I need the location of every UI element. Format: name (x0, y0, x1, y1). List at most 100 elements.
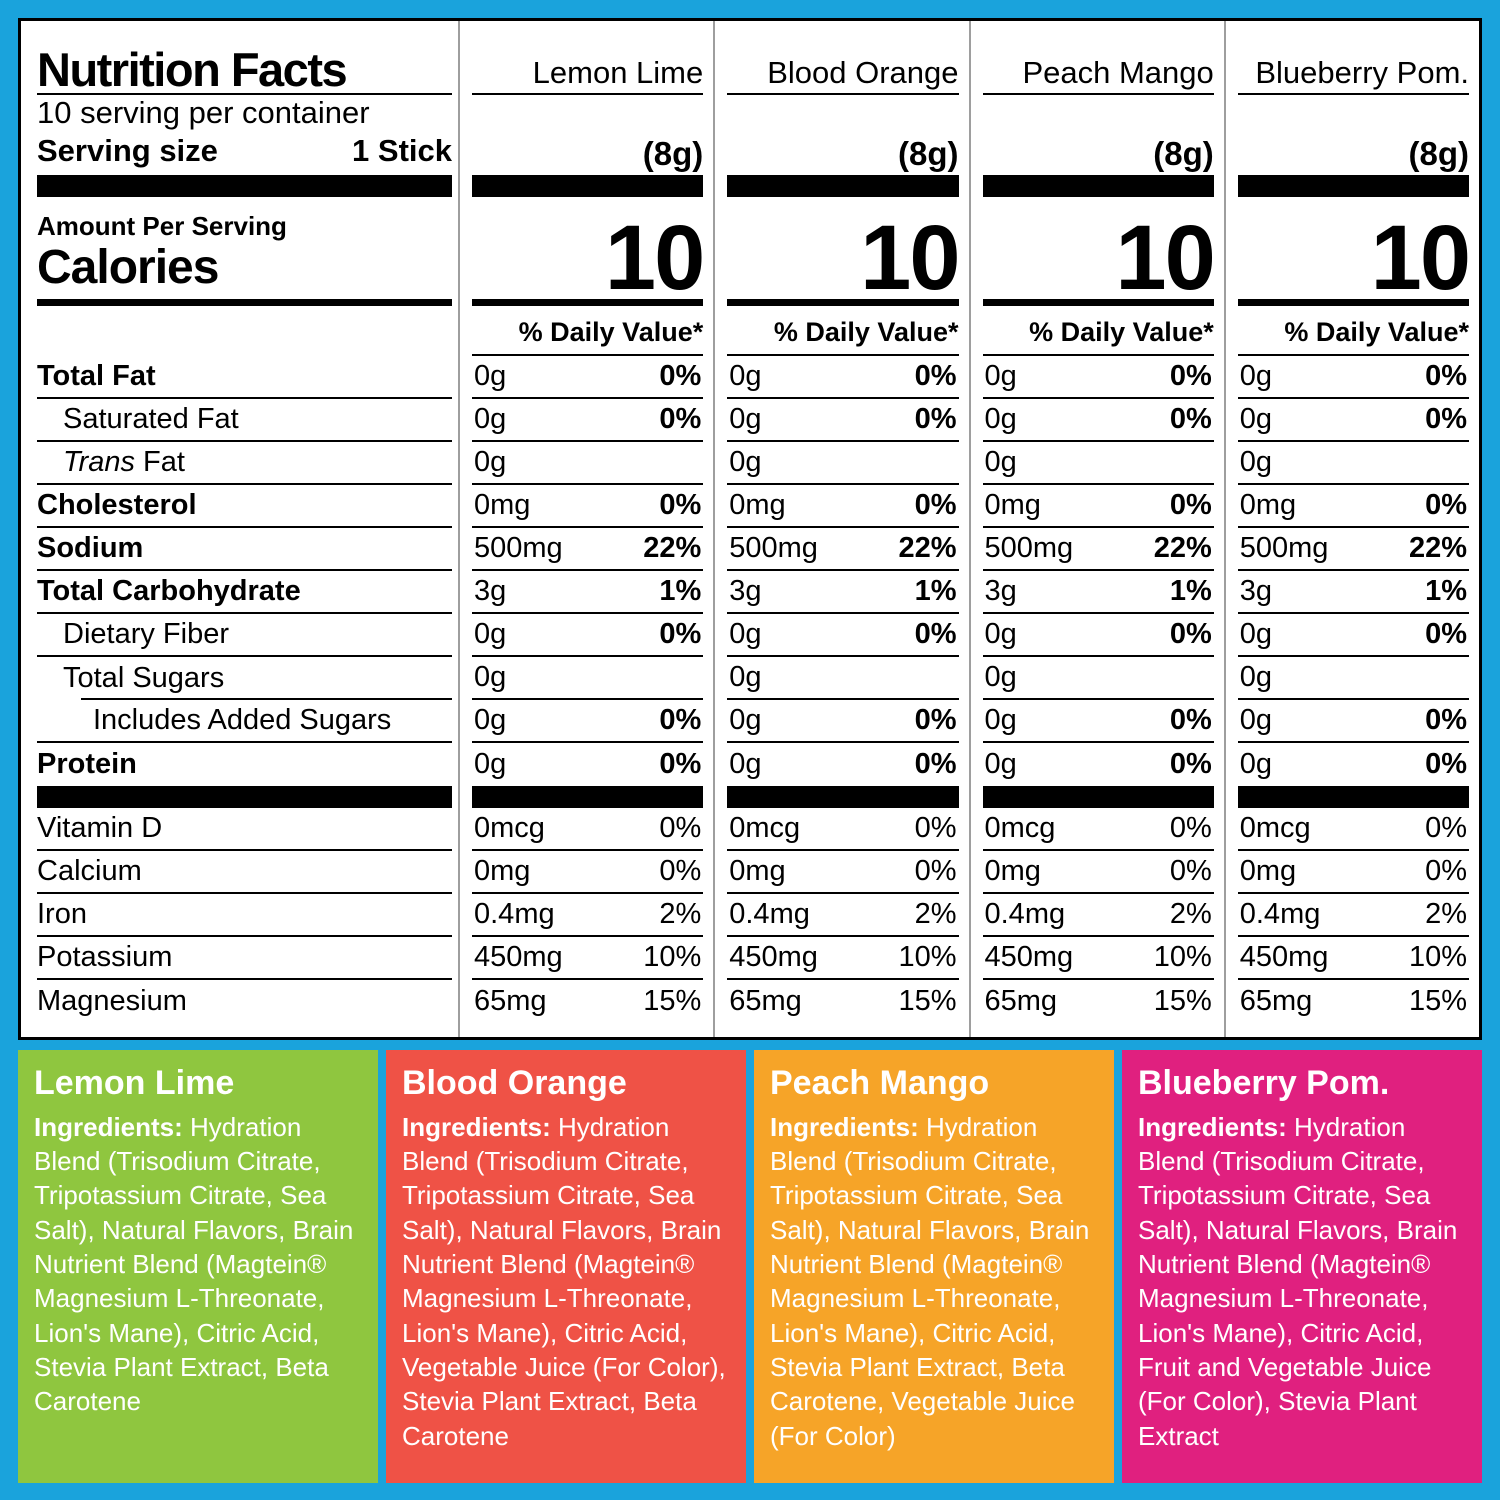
value-row-protein: 0g 0% (983, 743, 1214, 786)
nutrient-label-italic-part: Trans (63, 446, 135, 478)
serving-weight: (8g) (642, 135, 704, 172)
nutrient-amount: 0g (984, 661, 1017, 693)
nutrient-row-calcium: Calcium (37, 851, 452, 894)
value-row-total-carbohydrate: 3g 1% (982, 571, 1214, 614)
value-row-protein: 0g 0% (727, 743, 958, 786)
value-row-cholesterol: 0mg 0% (727, 485, 959, 528)
value-row-calcium: 0mg 0% (472, 851, 704, 894)
value-row-vitamin-d: 0mcg 0% (727, 808, 959, 851)
flavor-column-lemon-lime: Lemon Lime (8g) 10% Daily Value* 0g 0% 0g 0% 0g… (458, 21, 713, 1037)
nutrient-daily-value: 0% (1169, 855, 1212, 887)
nutrient-amount: 0g (984, 403, 1017, 435)
nutrient-amount: 450mg (474, 941, 563, 973)
nutrient-row-iron: Iron (37, 894, 452, 937)
nutrient-amount: 500mg (1239, 532, 1329, 564)
nutrient-daily-value: 0% (659, 403, 702, 435)
value-row-sodium: 500mg 22% (982, 528, 1214, 571)
daily-value-header: % Daily Value* (1284, 317, 1469, 347)
nutrient-amount: 450mg (984, 941, 1074, 973)
nutrient-row-total-fat: Total Fat (37, 356, 452, 399)
nutrient-daily-value: 15% (898, 985, 957, 1017)
daily-value-header-zone: % Daily Value* (1237, 306, 1469, 356)
value-row-total-carbohydrate: 3g 1% (727, 571, 959, 614)
value-row-iron: 0.4mg 2% (472, 894, 704, 937)
nutrient-daily-value: 0% (1425, 489, 1467, 521)
value-row-cholesterol: 0mg 0% (1237, 485, 1469, 528)
value-row-protein: 0g 0% (1238, 743, 1469, 786)
ingredients-text: Ingredients: Hydration Blend (Trisodium … (34, 1111, 354, 1417)
nutrient-label: Dietary Fiber (63, 618, 229, 650)
nutrient-daily-value: 1% (659, 575, 702, 607)
value-row-magnesium: 65mg 15% (983, 980, 1214, 1023)
nutrient-amount: 0g (474, 446, 507, 478)
value-row-saturated-fat: 0g 0% (727, 399, 959, 442)
nutrient-row-vitamin-d: Vitamin D (37, 808, 452, 851)
nutrient-row-total-carbohydrate: Total Carbohydrate (37, 571, 452, 614)
nutrient-amount: 65mg (984, 985, 1058, 1017)
medium-black-bar (37, 299, 452, 306)
nutrient-amount: 500mg (729, 532, 818, 564)
nutrient-daily-value: 0% (1169, 748, 1212, 780)
nutrient-label: Total Sugars (63, 662, 225, 694)
flavor-title-zone: Peach Mango (983, 35, 1213, 93)
nutrient-amount: 0mg (1239, 855, 1297, 887)
nutrient-daily-value: 0% (1169, 704, 1212, 736)
flavor-name: Lemon Lime (532, 55, 704, 90)
nutrient-daily-value: 0% (914, 618, 957, 650)
divider-line (37, 93, 452, 95)
nutrient-daily-value: 0% (659, 704, 702, 736)
nutrient-daily-value: 0% (1169, 618, 1212, 650)
nutrient-row-dietary-fiber: Dietary Fiber (37, 614, 452, 657)
nutrient-amount: 0.4mg (474, 898, 555, 930)
calories-label: Calories (37, 241, 219, 294)
thick-black-bar (472, 175, 704, 197)
nutrient-row-sodium: Sodium (37, 528, 452, 571)
value-row-saturated-fat: 0g 0% (1237, 399, 1469, 442)
nutrient-daily-value: 0% (1425, 403, 1467, 435)
nutrient-daily-value: 0% (1425, 812, 1467, 844)
nutrient-amount: 0g (984, 748, 1017, 780)
divider-line (1237, 93, 1469, 95)
flavor-column-peach-mango: Peach Mango (8g) 10% Daily Value* 0g 0% 0g 0% 0… (968, 21, 1224, 1037)
nutrient-daily-value: 0% (1169, 812, 1212, 844)
nutrient-amount: 0mcg (984, 812, 1056, 844)
nutrient-amount: 0mg (729, 855, 786, 887)
nutrient-amount: 450mg (1239, 941, 1329, 973)
nutrient-amount: 0g (729, 618, 762, 650)
calories-zone: Amount Per Serving Calories (37, 197, 452, 299)
nutrient-amount: 0g (984, 704, 1017, 736)
value-row-sodium: 500mg 22% (727, 528, 959, 571)
value-row-iron: 0.4mg 2% (982, 894, 1214, 937)
nutrient-amount: 0g (474, 360, 507, 392)
nutrient-daily-value: 0% (1425, 855, 1467, 887)
nutrient-daily-value: 15% (1153, 985, 1212, 1017)
flavor-calories-zone: 10 (1238, 197, 1471, 304)
medium-black-bar (472, 299, 704, 306)
nutrient-daily-value: 1% (1169, 575, 1212, 607)
daily-value-header-zone: % Daily Value* (727, 306, 959, 356)
nutrient-daily-value: 1% (1425, 575, 1467, 607)
calories-value: 10 (860, 207, 960, 309)
value-row-dietary-fiber: 0g 0% (982, 614, 1214, 657)
nutrient-daily-value: 2% (659, 898, 702, 930)
thick-black-bar (982, 175, 1214, 197)
flavor-serving-zone: (8g) (727, 95, 959, 175)
nutrient-amount: 0mg (1239, 489, 1297, 521)
nutrient-row-includes-added-sugars: Includes Added Sugars (37, 700, 452, 743)
nutrient-label: Iron (37, 898, 87, 930)
servings-per-container: 10 serving per container (37, 95, 370, 130)
flavor-title-zone: Lemon Lime (472, 35, 704, 93)
nutrient-row-saturated-fat: Saturated Fat (37, 399, 452, 442)
flavor-serving-zone: (8g) (1238, 95, 1470, 175)
value-row-includes-added-sugars: 0g 0% (727, 700, 959, 743)
nutrient-daily-value: 2% (1169, 898, 1212, 930)
nutrient-daily-value: 2% (1425, 898, 1467, 930)
ingredients-text: Ingredients: Hydration Blend (Trisodium … (1138, 1111, 1458, 1451)
nutrient-daily-value: 0% (1169, 360, 1212, 392)
flavor-serving-zone: (8g) (983, 95, 1214, 175)
value-row-potassium: 450mg 10% (982, 937, 1214, 980)
value-row-dietary-fiber: 0g 0% (727, 614, 959, 657)
serving-weight: (8g) (1153, 135, 1214, 172)
nutrient-daily-value: 22% (898, 532, 957, 564)
nutrient-amount: 0g (984, 618, 1017, 650)
